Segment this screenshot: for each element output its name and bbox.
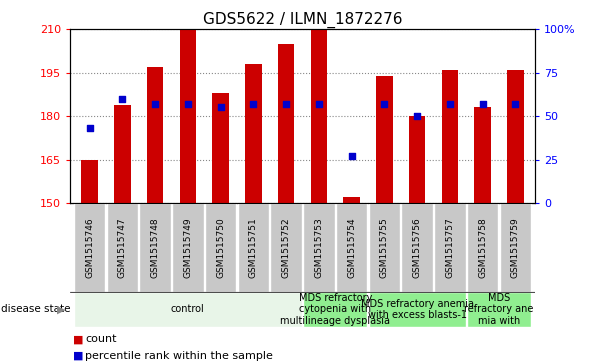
Point xyxy=(478,101,488,107)
Bar xyxy=(172,203,204,292)
Bar xyxy=(441,70,458,203)
Bar xyxy=(409,116,426,203)
Point xyxy=(314,101,323,107)
Bar xyxy=(507,70,523,203)
Bar xyxy=(474,107,491,203)
Text: GSM1515748: GSM1515748 xyxy=(151,217,159,278)
Point xyxy=(216,105,226,110)
Bar xyxy=(278,44,294,203)
Bar xyxy=(147,67,164,203)
Point xyxy=(282,101,291,107)
Bar xyxy=(500,203,531,292)
Text: GSM1515757: GSM1515757 xyxy=(446,217,454,278)
Text: ■: ■ xyxy=(73,334,83,344)
Text: GSM1515751: GSM1515751 xyxy=(249,217,258,278)
Bar xyxy=(303,292,367,327)
Bar xyxy=(74,292,302,327)
Text: GSM1515755: GSM1515755 xyxy=(380,217,389,278)
Text: GSM1515754: GSM1515754 xyxy=(347,217,356,278)
Bar xyxy=(336,203,367,292)
Text: GSM1515747: GSM1515747 xyxy=(118,217,127,278)
Text: MDS
refractory ane
mia with: MDS refractory ane mia with xyxy=(465,293,534,326)
Bar xyxy=(74,203,105,292)
Text: GSM1515752: GSM1515752 xyxy=(282,217,291,278)
Bar xyxy=(376,76,393,203)
Text: GSM1515753: GSM1515753 xyxy=(314,217,323,278)
Point xyxy=(379,101,389,107)
Point xyxy=(412,113,422,119)
Point xyxy=(511,101,520,107)
Text: control: control xyxy=(171,305,205,314)
Bar xyxy=(205,203,237,292)
Bar xyxy=(467,203,499,292)
Point xyxy=(347,153,356,159)
Bar xyxy=(467,292,531,327)
Point xyxy=(445,101,455,107)
Bar xyxy=(179,29,196,203)
Point xyxy=(85,126,94,131)
Bar xyxy=(81,160,98,203)
Text: disease state: disease state xyxy=(1,305,71,314)
Bar xyxy=(344,197,360,203)
Text: GSM1515759: GSM1515759 xyxy=(511,217,520,278)
Text: ■: ■ xyxy=(73,351,83,361)
Bar xyxy=(311,29,327,203)
Text: MDS refractory
cytopenia with
multilineage dysplasia: MDS refractory cytopenia with multilinea… xyxy=(280,293,390,326)
Bar xyxy=(106,203,138,292)
Text: percentile rank within the sample: percentile rank within the sample xyxy=(85,351,273,361)
Title: GDS5622 / ILMN_1872276: GDS5622 / ILMN_1872276 xyxy=(202,12,402,28)
Bar xyxy=(245,64,261,203)
Bar xyxy=(238,203,269,292)
Text: GSM1515758: GSM1515758 xyxy=(478,217,487,278)
Bar xyxy=(212,93,229,203)
Bar xyxy=(401,203,433,292)
Text: GSM1515749: GSM1515749 xyxy=(184,217,192,278)
Bar xyxy=(139,203,171,292)
Bar xyxy=(303,203,334,292)
Bar xyxy=(114,105,131,203)
Text: count: count xyxy=(85,334,117,344)
Text: ▶: ▶ xyxy=(57,305,66,314)
Text: MDS refractory anemia
with excess blasts-1: MDS refractory anemia with excess blasts… xyxy=(361,299,474,320)
Bar xyxy=(368,203,400,292)
Text: GSM1515746: GSM1515746 xyxy=(85,217,94,278)
Text: GSM1515756: GSM1515756 xyxy=(413,217,421,278)
Bar xyxy=(368,292,466,327)
Bar xyxy=(271,203,302,292)
Point xyxy=(183,101,193,107)
Text: GSM1515750: GSM1515750 xyxy=(216,217,225,278)
Bar xyxy=(434,203,466,292)
Point xyxy=(249,101,258,107)
Point xyxy=(150,101,160,107)
Point xyxy=(117,96,127,102)
